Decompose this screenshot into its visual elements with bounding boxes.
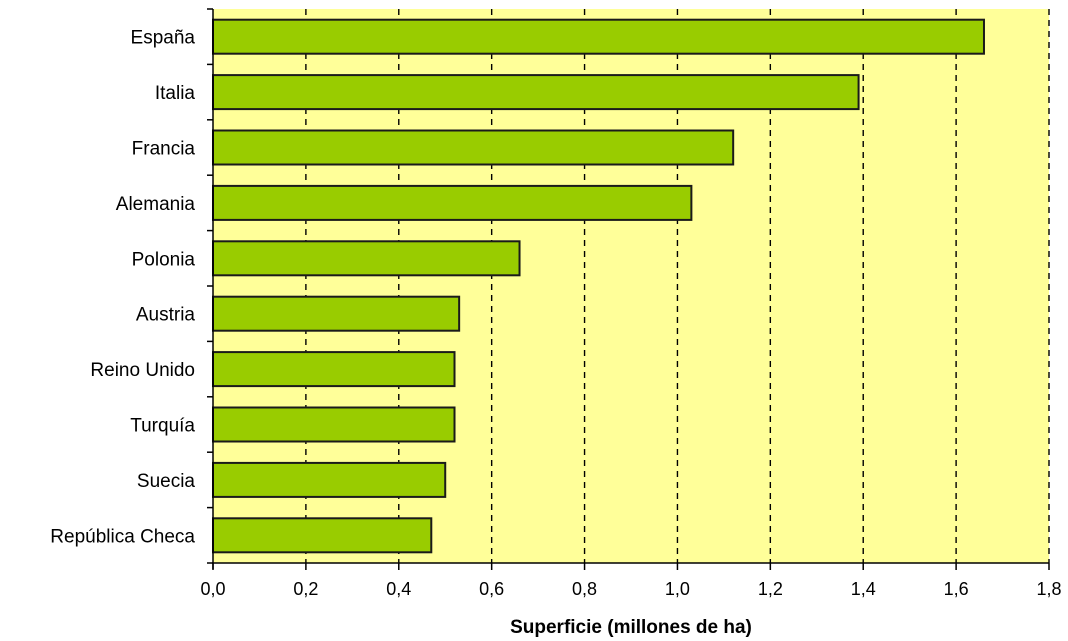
category-labels: España Italia Francia Alemania Polonia Austri… <box>50 28 195 548</box>
x-tick-label: 1,0 <box>665 579 690 599</box>
x-tick-label: 1,2 <box>758 579 783 599</box>
category-label: República Checa <box>50 526 195 547</box>
bars <box>212 18 985 554</box>
x-tick-label: 0,2 <box>293 579 318 599</box>
bar <box>212 406 456 443</box>
bar <box>212 18 985 55</box>
x-tick-label: 1,6 <box>944 579 969 599</box>
bar <box>212 74 860 111</box>
category-label: Suecia <box>137 471 196 492</box>
bar <box>212 129 735 166</box>
bar <box>212 461 447 498</box>
x-tick-label: 1,4 <box>851 579 876 599</box>
category-label: España <box>131 28 196 49</box>
x-tick-label: 1,8 <box>1036 579 1061 599</box>
x-tick-label: 0,0 <box>200 579 225 599</box>
axes <box>207 8 1050 570</box>
category-label: Polonia <box>132 249 196 270</box>
bar <box>212 295 461 332</box>
category-label: Francia <box>132 139 196 160</box>
category-label: Alemania <box>116 194 196 215</box>
x-axis-title: Superficie (millones de ha) <box>510 617 752 638</box>
category-label: Italia <box>155 83 196 104</box>
x-tick-label: 0,4 <box>386 579 411 599</box>
bar <box>212 351 456 388</box>
category-label: Reino Unido <box>90 360 195 381</box>
category-label: Austria <box>136 305 196 326</box>
x-tick-label: 0,8 <box>572 579 597 599</box>
bar <box>212 240 521 277</box>
x-tick-labels: 0,0 0,2 0,4 0,6 0,8 1,0 1,2 1,4 1,6 1,8 <box>200 579 1061 599</box>
bar <box>212 517 433 554</box>
category-label: Turquía <box>130 416 195 437</box>
x-tick-label: 0,6 <box>479 579 504 599</box>
bar <box>212 184 693 221</box>
